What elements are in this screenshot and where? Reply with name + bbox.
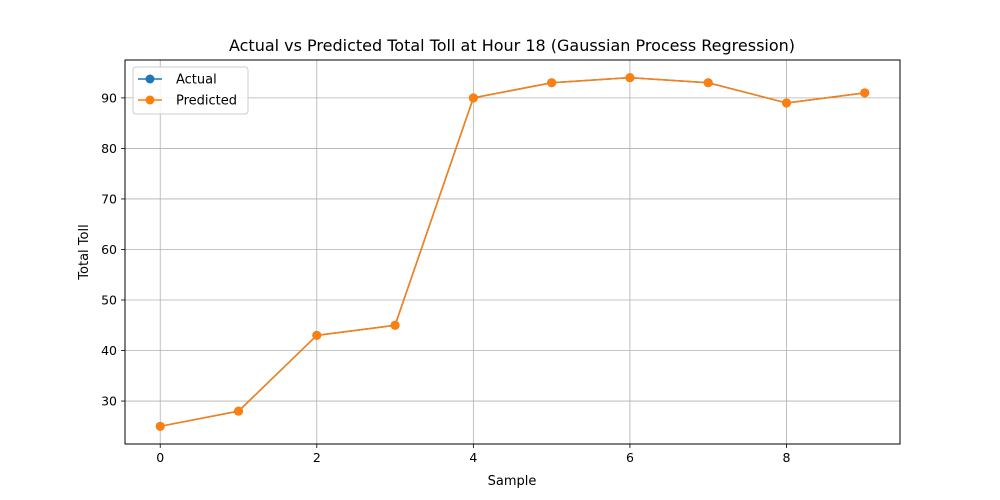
grid [125, 60, 900, 444]
data-point-predicted [625, 73, 635, 83]
series-layer [155, 73, 870, 431]
x-tick-label: 8 [783, 450, 791, 465]
legend: Actual Predicted [132, 66, 249, 115]
y-tick-label: 90 [101, 90, 117, 105]
data-point-predicted [234, 406, 244, 416]
y-tick-label: 60 [101, 242, 117, 257]
data-point-predicted [781, 98, 791, 108]
y-tick-label: 40 [101, 343, 117, 358]
plot-frame [124, 59, 901, 445]
data-point-predicted [390, 320, 400, 330]
x-axis-label: Sample [488, 474, 537, 489]
data-point-predicted [312, 330, 322, 340]
y-tick-label: 30 [101, 394, 117, 409]
data-point-predicted [155, 421, 165, 431]
x-tick-label: 0 [156, 450, 164, 465]
legend-marker-predicted [145, 95, 155, 105]
data-point-predicted [860, 88, 870, 98]
y-tick-label: 50 [101, 293, 117, 308]
data-point-predicted [468, 93, 478, 103]
series-line-predicted [160, 76, 865, 428]
y-axis-label: Total Toll [77, 224, 92, 280]
y-tick-label: 80 [101, 141, 117, 156]
legend-label-actual: Actual [176, 73, 217, 88]
x-tick-label: 2 [313, 450, 321, 465]
x-tick-label: 6 [626, 450, 634, 465]
axis-ticks: 0 2 4 6 8 30 40 50 60 70 80 90 [101, 90, 790, 465]
data-point-predicted [547, 78, 557, 88]
x-tick-label: 4 [469, 450, 477, 465]
legend-marker-actual [145, 74, 155, 84]
legend-label-predicted: Predicted [176, 94, 237, 109]
data-point-predicted [703, 78, 713, 88]
chart-title: Actual vs Predicted Total Toll at Hour 1… [229, 36, 795, 55]
y-tick-label: 70 [101, 191, 117, 206]
